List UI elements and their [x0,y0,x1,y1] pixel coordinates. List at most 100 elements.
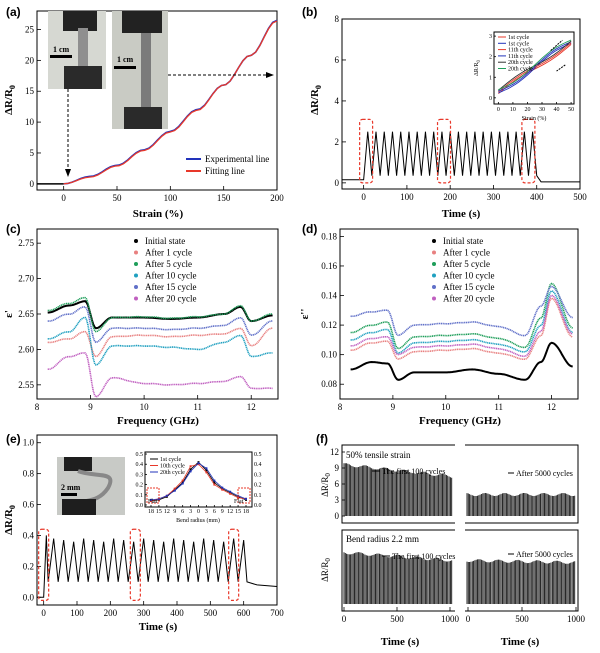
e-inset-point [205,467,208,470]
d-legend-marker-3 [432,273,436,278]
panel-d: (d) 8 9 10 11 12 0.08 0.10 0.12 0.14 0.16 0.18 Fre… [299,222,579,427]
panel-f-bot-ann1: The first 100 cycles [392,552,455,561]
panel-b-inset-frame [493,31,575,105]
e-inset-point [165,494,168,497]
e-ytick-label: 0.2 [23,561,34,571]
panel-a-arrowhead-down [65,169,71,177]
d-xtick-label: 10 [441,402,451,412]
a-ytick-label: 0 [30,179,35,189]
d-ytick-label: 0.14 [321,291,337,301]
b-inset-xtick-label: 30 [539,107,545,113]
e-inset-legend-2: 20th cycle [160,470,185,476]
e-highlight-box-2 [228,528,240,601]
panel-a-arrowhead-right [266,72,274,78]
panel-b-frame [341,18,581,190]
e-ytick-label: 1.0 [23,438,35,448]
panel-d-frame [339,228,579,400]
e-inset-xtick-label: 12 [227,509,233,515]
e-inset-xtick-label: 3 [205,509,208,515]
c-legend-0: Initial state [145,236,185,246]
e-inset-point [181,482,184,485]
e-inset-ytick-label: 0.5 [136,452,144,458]
d-ytick-label: 0.08 [321,379,337,389]
b-ytick-label: 2 [335,137,340,147]
b-inset-ytick-label: 2 [489,55,492,61]
b-inset-ytick-label: 3 [489,34,492,40]
e-inset-ytick-label: 0.2 [136,483,144,489]
e-inset-point [189,465,192,468]
d-xtick-label: 12 [547,402,556,412]
d-legend-0: Initial state [443,236,483,246]
e-inset-point [181,479,184,482]
panel-f: (f) 0 3 6 9 12 0 500 1000 0 500 1000 50% tensile s… [316,432,586,648]
panel-a-photo-right: 1 cm [112,11,168,129]
e-inset-point [173,488,176,491]
d-xtick-label: 9 [391,402,396,412]
c-legend-1: After 1 cycle [145,248,192,258]
c-series-3 [47,316,273,366]
b-inset-legend-3: 11th cycle [508,54,533,60]
e-inset-xtick-label: 15 [235,509,241,515]
c-ytick-label: 2.60 [18,344,34,354]
c-legend-marker-2 [134,262,138,266]
e-inset-flat-box-right [237,487,251,504]
b-xtick-label: 200 [443,192,457,202]
panel-e-inset: 18 15 12 9 6 3 0 3 6 9 12 15 180.0 0.00.1 0.10.2 0.20.3… [136,451,262,524]
e-xtick-label: 400 [170,608,184,618]
panel-e-inset-xlabel: Bend radius (mm) [176,517,220,524]
d-legend-5: After 20 cycle [443,294,494,304]
b-inset-legend-2: 11th cycle [508,48,533,54]
b-xtick-label: 300 [487,192,501,202]
b-inset-series-4 [498,40,572,91]
b-xtick-label: 400 [530,192,544,202]
e-xtick-label: 700 [270,608,284,618]
e-inset-point [245,497,247,500]
a-ytick-label: 15 [25,86,35,96]
e-inset-xtick-label: 6 [181,509,184,515]
b-xtick-label: 500 [573,192,587,202]
b-cycling-line [342,131,580,183]
c-legend-marker-3 [134,273,138,278]
f-bottom-left-signal [343,552,453,604]
panel-a: (a) 0 50 100 150 200 0 5 10 15 20 25 Strain (%) ΔR… [3,5,284,220]
panel-e-scale-label: 2 mm [61,483,81,492]
panel-d-xlabel: Frequency (GHz) [419,415,501,427]
panel-e-xlabel: Time (s) [139,621,178,633]
d-xtick-label: 11 [494,402,503,412]
b-inset-arrow-up [550,39,563,51]
c-series-0 [47,300,273,330]
legend-a-1: Fitting line [205,166,245,176]
e-inset-point [165,495,168,498]
e-ytick-label: 0.0 [23,592,35,602]
d-xtick-label: 8 [338,402,343,412]
panel-a-legend: Experimental line Fitting line [186,154,269,176]
b-inset-legend-0: 1st cycle [508,35,529,41]
e-inset-ytick-label: 0.3 [136,472,144,478]
panel-a-label: (a) [6,5,21,19]
e-inset-point [197,461,200,464]
f-top-ytick-label: 0 [335,511,340,521]
a-xtick-label: 100 [164,193,178,203]
panel-a-scale-label-2: 1 cm [117,55,134,64]
e-inset-point [205,469,208,472]
e-inset-point [213,483,216,486]
panel-f-top-ann2: After 5000 cycles [516,469,573,478]
c-xtick-label: 11 [193,402,202,412]
panel-e-flat-left: Flat [148,499,158,505]
panel-f-bot-ann2: After 5000 cycles [516,550,573,559]
d-legend-2: After 5 cycle [443,259,490,269]
e-inset-point [197,463,200,466]
e-inset-point [229,491,232,494]
b-inset-xtick-label: 40 [554,107,560,113]
e-inset-xtick-label: 9 [173,509,176,515]
panel-b-ylabel: ΔR/R0 [309,85,323,115]
f-top-right-signal [466,493,576,516]
d-series-5 [350,294,573,358]
e-highlight-box-1 [129,528,141,601]
e-inset-point [189,470,192,473]
f-axis-break [455,444,465,612]
f-xtick-label-right: 0 [466,614,471,624]
e-inset-xtick-label: 6 [213,509,216,515]
